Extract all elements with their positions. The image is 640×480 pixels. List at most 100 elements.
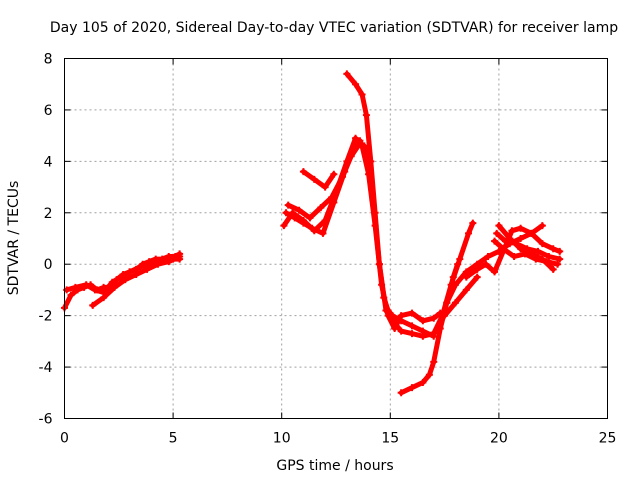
data-point — [321, 183, 329, 191]
data-point — [408, 330, 416, 338]
data-point — [282, 209, 290, 217]
x-axis-label: GPS time / hours — [276, 458, 393, 474]
data-point — [430, 332, 438, 340]
x-tick-labels: 0 5 10 15 20 25 — [60, 431, 616, 447]
data-point — [100, 294, 108, 302]
data-point — [408, 322, 416, 330]
data-point — [554, 260, 562, 268]
data-point — [380, 294, 388, 302]
data-point — [375, 260, 383, 268]
data-point — [299, 168, 307, 176]
series-line — [281, 135, 443, 331]
data-point — [299, 219, 307, 227]
data-point — [549, 245, 557, 253]
data-point — [469, 219, 477, 227]
data-point — [491, 237, 499, 245]
y-tick-label: -6 — [39, 412, 53, 428]
data-point — [310, 175, 318, 183]
data-point — [280, 222, 288, 230]
data-point — [356, 139, 364, 147]
data-point — [295, 206, 303, 214]
data-point — [451, 281, 459, 289]
data-point — [510, 253, 518, 260]
data-point — [308, 224, 316, 232]
plot-frame — [64, 58, 608, 419]
data-point — [317, 204, 325, 212]
data-point — [176, 253, 184, 260]
data-point — [408, 309, 416, 317]
data-point — [362, 111, 370, 119]
data-point — [545, 253, 553, 260]
series-line — [442, 274, 480, 319]
data-point — [419, 327, 427, 335]
data-point — [367, 157, 375, 165]
data-point — [132, 271, 140, 278]
series-track-n — [495, 222, 557, 273]
data-point — [473, 273, 481, 281]
series-track-d — [280, 134, 444, 332]
data-point — [456, 255, 464, 263]
data-point — [343, 70, 351, 78]
y-tick-label: -4 — [39, 360, 53, 376]
data-point — [493, 229, 501, 237]
x-tick-label: 0 — [60, 431, 69, 447]
y-tick-label: 8 — [44, 52, 53, 68]
data-point — [143, 265, 151, 273]
chart-title: Day 105 of 2020, Sidereal Day-to-day VTE… — [50, 20, 618, 36]
data-point — [397, 327, 405, 335]
series-line — [285, 140, 372, 221]
data-point — [517, 245, 525, 253]
data-point — [137, 263, 145, 271]
data-point — [306, 214, 314, 222]
data-point — [501, 237, 509, 245]
data-point — [165, 258, 173, 266]
data-point — [464, 229, 472, 237]
x-tick-label: 10 — [273, 431, 291, 447]
data-point — [430, 314, 438, 322]
data-point — [462, 286, 470, 294]
data-point — [451, 299, 459, 307]
data-point — [154, 260, 162, 268]
data-point — [484, 253, 492, 260]
data-point — [117, 273, 125, 281]
y-tick-label: 6 — [44, 103, 53, 119]
data-point — [436, 325, 444, 332]
x-tick-label: 5 — [169, 431, 178, 447]
data-point — [549, 265, 557, 273]
data-point — [482, 260, 490, 268]
series-track-h — [343, 70, 438, 340]
data-point — [441, 312, 449, 320]
data-point — [126, 268, 134, 276]
series-track-i — [397, 260, 462, 397]
data-point — [397, 389, 405, 397]
data-point — [291, 214, 299, 222]
data-point — [408, 384, 416, 392]
data-point — [449, 273, 457, 281]
data-series — [61, 70, 564, 397]
data-point — [358, 91, 366, 98]
data-point — [89, 301, 97, 309]
y-axis-label: SDTVAR / TECUs — [6, 181, 22, 296]
data-point — [330, 170, 338, 178]
y-tick-label: 4 — [44, 154, 53, 170]
series-line — [300, 169, 337, 190]
series-track-c — [89, 253, 184, 309]
data-point — [347, 152, 355, 160]
data-point — [339, 173, 347, 181]
data-point — [495, 222, 503, 230]
data-point — [319, 229, 327, 237]
data-point — [538, 240, 546, 248]
data-point — [527, 250, 535, 258]
series-track-k — [462, 224, 564, 281]
data-point — [517, 235, 525, 242]
data-point — [430, 358, 438, 366]
y-tick-label: 2 — [44, 206, 53, 222]
y-tick-label: -2 — [39, 309, 53, 325]
data-point — [419, 379, 427, 386]
data-point — [538, 222, 546, 230]
data-point — [538, 255, 546, 263]
x-tick-label: 15 — [381, 431, 399, 447]
axis-ticks — [64, 58, 608, 419]
data-point — [71, 283, 79, 291]
